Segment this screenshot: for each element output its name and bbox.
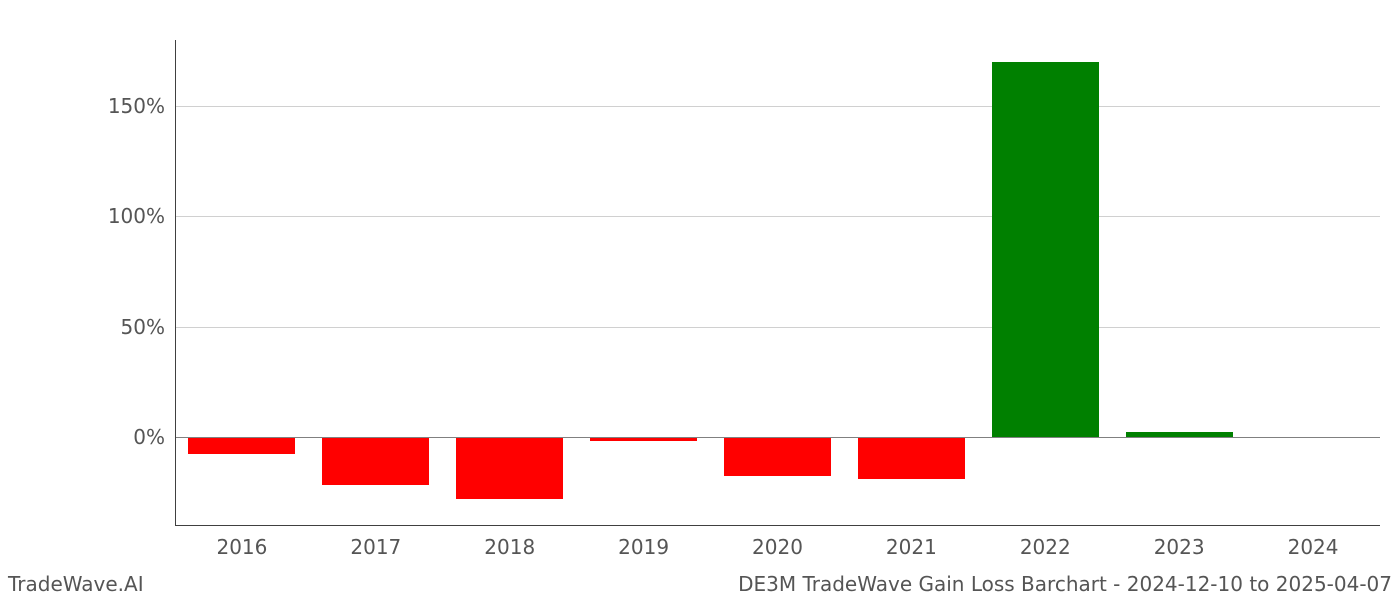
x-tick-label: 2018 xyxy=(484,535,535,559)
x-tick-label: 2024 xyxy=(1288,535,1339,559)
plot-area: 0%50%100%150%201620172018201920202021202… xyxy=(175,40,1380,525)
x-tick-label: 2019 xyxy=(618,535,669,559)
bar xyxy=(322,437,429,486)
bar xyxy=(456,437,563,499)
y-tick-label: 50% xyxy=(121,315,165,339)
footer-left-label: TradeWave.AI xyxy=(8,572,144,596)
y-tick-label: 0% xyxy=(133,425,165,449)
chart-frame: 0% 50% 100% 150% 2016 2017 2018 2019 2020 2021 202… xyxy=(0,0,1400,600)
bar xyxy=(858,437,965,479)
x-tick-label: 2021 xyxy=(886,535,937,559)
grid-line xyxy=(175,327,1380,328)
x-tick-label: 2016 xyxy=(216,535,267,559)
footer-right-label: DE3M TradeWave Gain Loss Barchart - 2024… xyxy=(738,572,1392,596)
bar xyxy=(992,62,1099,437)
y-tick-label: 150% xyxy=(108,94,165,118)
grid-line xyxy=(175,106,1380,107)
y-tick-label: 100% xyxy=(108,204,165,228)
zero-line xyxy=(175,437,1380,438)
x-tick-label: 2017 xyxy=(350,535,401,559)
bar xyxy=(724,437,831,477)
x-axis-line xyxy=(175,525,1380,526)
grid-line xyxy=(175,216,1380,217)
x-tick-label: 2023 xyxy=(1154,535,1205,559)
bar xyxy=(188,437,295,455)
x-tick-label: 2022 xyxy=(1020,535,1071,559)
y-axis-line xyxy=(175,40,176,525)
x-tick-label: 2020 xyxy=(752,535,803,559)
